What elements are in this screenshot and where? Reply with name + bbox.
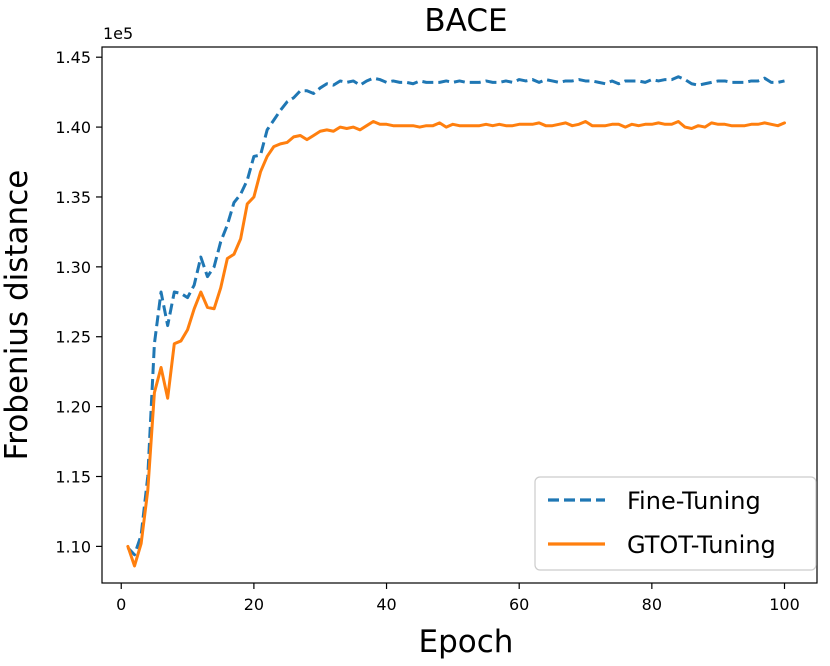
series-line-fine-tuning: [126, 75, 785, 557]
y-tick-label: 1.25: [55, 328, 91, 347]
y-tick-label: 1.45: [55, 48, 91, 67]
plot-area: 0 20 40 60 80 100 1.10 1.15 1.20 1.25 1.30 1.35 1.4…: [55, 46, 818, 614]
legend: Fine-Tuning GTOT-Tuning: [534, 476, 817, 571]
x-tick-label: 20: [244, 595, 264, 614]
y-axis-label: Frobenius distance: [0, 170, 35, 461]
x-axis-label: Epoch: [419, 624, 514, 660]
legend-label-fine-tuning: Fine-Tuning: [627, 487, 761, 515]
y-tick-label: 1.35: [55, 188, 91, 207]
x-tick-label: 60: [509, 595, 529, 614]
chart-title: BACE: [424, 3, 507, 39]
y-axis-ticks: 1.10 1.15 1.20 1.25 1.30 1.35 1.40 1.45: [55, 48, 102, 556]
series-lines: [126, 75, 786, 568]
y-tick-label: 1.15: [55, 467, 91, 486]
series-line-gtot-tuning: [126, 119, 786, 568]
y-tick-label: 1.40: [55, 118, 91, 137]
y-tick-label: 1.30: [55, 258, 91, 277]
y-tick-label: 1.10: [55, 537, 91, 556]
legend-frame: [534, 476, 817, 571]
x-tick-label: 0: [116, 595, 126, 614]
x-tick-label: 40: [376, 595, 396, 614]
legend-label-gtot-tuning: GTOT-Tuning: [627, 531, 776, 559]
x-axis-ticks: 0 20 40 60 80 100: [116, 583, 800, 614]
x-tick-label: 80: [642, 595, 662, 614]
x-tick-label: 100: [769, 595, 800, 614]
y-tick-label: 1.20: [55, 398, 91, 417]
y-axis-offset-label: 1e5: [103, 24, 133, 43]
plot-frame: [101, 46, 818, 584]
